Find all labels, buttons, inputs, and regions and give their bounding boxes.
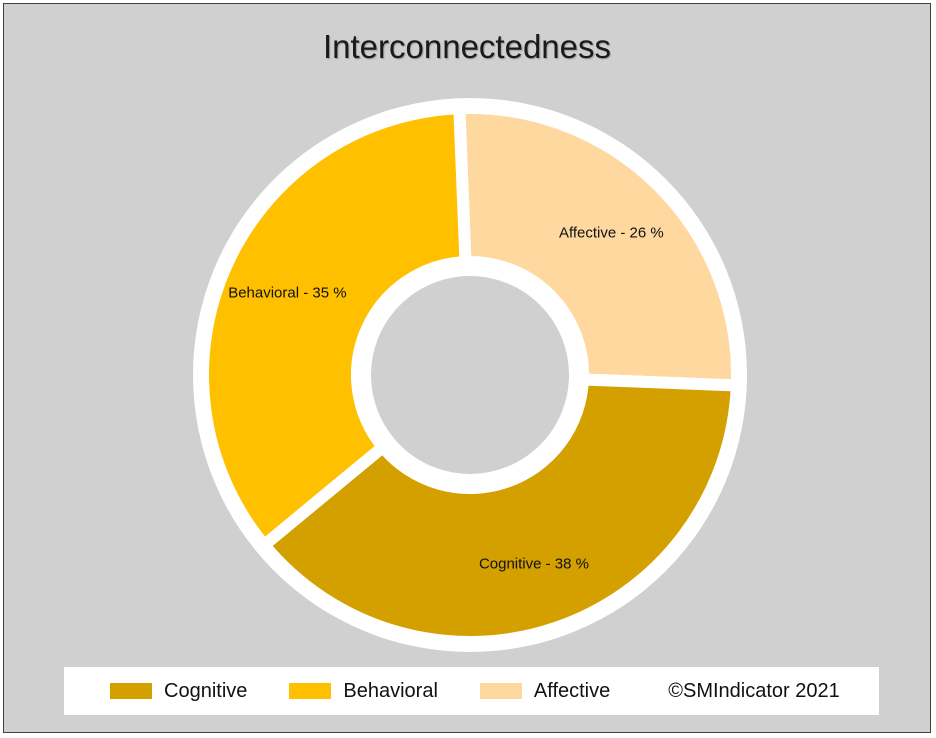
- legend: Cognitive Behavioral Affective ©SMIndica…: [64, 667, 879, 715]
- legend-label-behavioral: Behavioral: [343, 679, 438, 702]
- legend-swatch-affective: [479, 683, 522, 699]
- donut-slice-cognitive: [255, 373, 744, 648]
- donut-slice-affective: [453, 102, 743, 392]
- legend-item-affective: Affective: [479, 679, 611, 703]
- slice-label-affective: Affective - 26 %: [559, 225, 664, 242]
- chart-title: Interconnectedness: [322, 28, 612, 65]
- legend-label-cognitive: Cognitive: [164, 679, 248, 702]
- legend-item-cognitive: Cognitive: [110, 680, 247, 703]
- slice-label-cognitive: Cognitive - 38 %: [479, 555, 589, 572]
- copyright-text: ©SMIndicator 2021: [668, 679, 840, 702]
- legend-swatch-behavioral: [289, 683, 332, 699]
- donut-chart: Affective - 26 % Cognitive - 38 % Behavior…: [193, 98, 747, 652]
- donut-slice-behavioral: [197, 101, 472, 554]
- slice-label-behavioral: Behavioral - 35 %: [228, 284, 346, 301]
- chart-area: Interconnectedness Affective - 26 % Cogni…: [3, 3, 931, 733]
- legend-item-behavioral: Behavioral: [289, 680, 438, 703]
- donut-hole: [359, 264, 581, 486]
- legend-label-affective: Affective: [533, 679, 611, 702]
- legend-swatch-cognitive: [110, 683, 152, 699]
